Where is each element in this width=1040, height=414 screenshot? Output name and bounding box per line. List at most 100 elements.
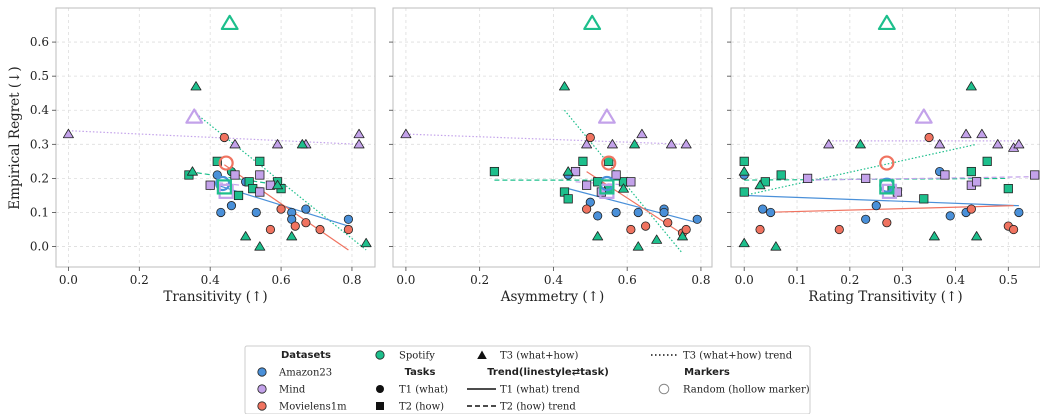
data-point-spotify-square — [255, 156, 265, 166]
trend-line-spotify-dotted — [744, 143, 977, 197]
random-marker-mind-triangle — [914, 108, 933, 124]
x-tick-label: 0.4 — [201, 273, 220, 287]
data-point-movielens1m-circle — [290, 221, 300, 231]
data-point-amazon23-circle — [301, 204, 311, 214]
y-tick-label: 0.4 — [30, 103, 49, 117]
data-point-movielens1m-circle — [663, 218, 673, 228]
trend-line-mind-dotted — [68, 130, 360, 145]
data-point-spotify-triangle — [190, 81, 202, 91]
plot-frame — [730, 7, 1040, 268]
data-point-amazon23-circle — [692, 214, 702, 224]
random-marker-spotify-triangle — [583, 14, 602, 31]
chart-panels: 0.0 0.1 0.2 0.3 0.4 0.5 0.6 0.0 0.2 0.4 0.6 0.8 Tran… — [30, 7, 1040, 305]
random-marker-spotify-triangle — [220, 14, 239, 31]
data-point-mind-triangle — [229, 139, 241, 149]
data-point-mind-triangle — [934, 139, 946, 149]
x-tick-label: 0.4 — [946, 273, 965, 287]
data-point-amazon23-circle — [861, 214, 871, 224]
trend-line-mind-dotted — [405, 133, 687, 145]
random-marker-movielens1m-circle — [879, 155, 895, 171]
random-marker-mind-triangle — [185, 108, 204, 124]
data-point-spotify-square — [919, 194, 929, 204]
random-marker-mind-triangle — [597, 108, 616, 124]
legend-mind-swatch — [257, 384, 267, 394]
data-point-spotify-triangle — [286, 231, 298, 241]
data-point-movielens1m-circle — [681, 224, 691, 235]
x-axis-label: Rating Transitivity (↑) — [808, 289, 962, 305]
legend-movielens1m-swatch — [257, 401, 267, 411]
data-point-amazon23-circle — [659, 207, 669, 218]
data-point-mind-square — [626, 177, 636, 187]
data-point-spotify-triangle — [559, 81, 570, 91]
legend-mind-label: Mind — [279, 385, 306, 396]
legend-t2-square-icon — [376, 402, 384, 410]
data-point-amazon23-circle — [766, 207, 776, 218]
data-point-mind-square — [255, 187, 265, 197]
x-tick-label: 0.6 — [272, 273, 291, 287]
data-point-spotify-triangle — [272, 179, 283, 190]
data-point-spotify-triangle — [770, 241, 782, 251]
data-point-mind-triangle — [976, 128, 988, 139]
x-tick-label: 0.1 — [787, 273, 806, 287]
data-point-spotify-triangle — [296, 139, 308, 149]
legend-random-hollow-icon — [658, 383, 670, 395]
data-point-mind-triangle — [62, 128, 74, 139]
data-point-mind-square — [255, 170, 265, 180]
data-point-amazon23-circle — [216, 207, 226, 218]
x-axis-label: Asymmetry (↑) — [500, 289, 605, 305]
x-tick-label: 0.3 — [893, 273, 912, 287]
legend-trend-title: Trend(linestyle⇄task) — [487, 367, 609, 378]
x-tick-label: 0.2 — [840, 273, 859, 287]
data-point-movielens1m-circle — [882, 218, 892, 228]
data-point-spotify-triangle — [971, 231, 983, 241]
data-point-mind-triangle — [636, 128, 648, 139]
data-point-spotify-square — [593, 177, 603, 187]
data-point-spotify-triangle — [240, 231, 252, 241]
x-tick-label: 0.4 — [544, 273, 563, 287]
data-point-spotify-triangle — [186, 166, 198, 176]
plot-area — [62, 14, 372, 251]
data-point-spotify-square — [739, 187, 749, 197]
data-point-spotify-square — [776, 170, 786, 180]
x-tick-label: 0.2 — [130, 273, 149, 287]
x-tick-label: 0.2 — [470, 273, 489, 287]
data-point-movielens1m-circle — [966, 204, 976, 214]
data-point-spotify-triangle — [562, 166, 574, 176]
data-point-movielens1m-circle — [755, 224, 765, 235]
legend-movielens1m-label: Movielens1m — [279, 402, 347, 413]
trend-line-spotify-dotted — [564, 109, 683, 254]
y-tick-label: 0.1 — [30, 205, 49, 219]
legend-amazon23-label: Amazon23 — [278, 368, 332, 379]
data-point-spotify-triangle — [854, 139, 866, 149]
data-point-mind-triangle — [272, 139, 283, 149]
data-point-spotify-triangle — [965, 81, 977, 91]
data-point-mind-triangle — [400, 128, 412, 139]
data-point-amazon23-circle — [343, 214, 354, 224]
data-point-spotify-square — [563, 194, 573, 204]
data-point-amazon23-circle — [611, 207, 621, 218]
data-point-amazon23-circle — [593, 211, 603, 221]
legend-t3-triangle-icon — [477, 350, 487, 359]
x-tick-label: 0.0 — [396, 273, 415, 287]
data-point-movielens1m-circle — [265, 224, 276, 235]
data-point-spotify-square — [212, 156, 222, 166]
random-marker-spotify-triangle — [877, 14, 896, 31]
data-point-mind-square — [892, 187, 902, 197]
trend-line-mind-dashed — [807, 176, 1035, 181]
data-point-mind-triangle — [606, 139, 618, 149]
panel-1: 0.0 0.1 0.2 0.3 0.4 0.5 0.6 0.0 0.2 0.4 0.6 0.8 Tran… — [30, 7, 376, 305]
data-point-mind-triangle — [353, 128, 365, 139]
random-marker-movielens1m-circle — [218, 155, 234, 171]
data-point-mind-square — [582, 180, 592, 190]
legend-t2-label: T2 (how) — [399, 402, 444, 413]
legend-t1-circle-icon — [376, 385, 384, 393]
y-tick-label: 0.2 — [30, 171, 49, 185]
data-point-spotify-square — [578, 156, 588, 166]
data-point-spotify-square — [489, 166, 500, 177]
data-point-movielens1m-circle — [315, 224, 325, 235]
random-marker-mind-square — [218, 183, 234, 199]
data-point-movielens1m-circle — [626, 224, 636, 235]
x-tick-label: 0.0 — [59, 273, 78, 287]
plot-frame — [55, 7, 376, 268]
